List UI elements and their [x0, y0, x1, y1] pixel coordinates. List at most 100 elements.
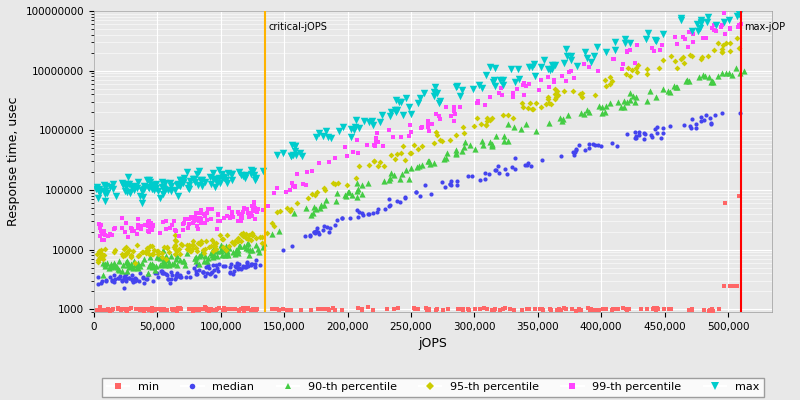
Point [116, 268, 129, 274]
Point [734, 21, 747, 27]
Point [356, 307, 369, 313]
Point [126, 226, 138, 232]
Point [208, 242, 221, 249]
Point [671, 41, 684, 47]
Point [489, 167, 502, 174]
Point [201, 307, 214, 313]
Point [700, 34, 713, 41]
Point [105, 278, 118, 284]
Point [702, 14, 714, 20]
Point [380, 306, 393, 312]
Point [418, 90, 430, 96]
Point [405, 165, 418, 172]
Point [505, 66, 518, 72]
Point [633, 129, 646, 135]
Point [142, 218, 154, 225]
Point [518, 162, 531, 168]
Point [367, 157, 380, 164]
Point [534, 64, 547, 70]
Point [231, 234, 244, 241]
Point [133, 252, 146, 258]
Point [302, 195, 314, 201]
Point [566, 149, 579, 156]
Point [98, 252, 110, 258]
Point [174, 176, 186, 183]
Point [706, 25, 718, 31]
Point [235, 218, 248, 224]
Point [105, 261, 118, 268]
Point [427, 88, 440, 95]
Point [436, 306, 449, 313]
Point [170, 248, 183, 254]
Point [246, 306, 259, 312]
Point [174, 183, 186, 190]
Point [223, 243, 236, 249]
Point [559, 78, 572, 84]
Point [418, 182, 431, 188]
Point [204, 174, 217, 180]
Point [248, 264, 261, 270]
Point [482, 170, 495, 177]
Point [335, 215, 348, 221]
Point [186, 242, 199, 248]
Point [122, 275, 135, 281]
Point [284, 206, 297, 213]
Point [628, 99, 641, 105]
Point [230, 264, 242, 270]
Point [207, 243, 220, 249]
Point [169, 237, 182, 243]
Point [258, 240, 270, 246]
Point [374, 159, 386, 166]
Point [109, 193, 122, 200]
Point [105, 264, 118, 271]
Point [225, 306, 238, 312]
Point [568, 75, 581, 81]
Point [624, 90, 637, 96]
Point [112, 305, 125, 312]
Point [143, 306, 156, 312]
Point [656, 42, 669, 49]
Point [164, 225, 177, 231]
Point [428, 140, 441, 146]
Point [378, 162, 390, 169]
Point [218, 215, 231, 222]
Point [246, 260, 258, 267]
Point [553, 305, 566, 312]
Point [616, 61, 629, 68]
Point [462, 173, 474, 179]
Point [447, 108, 460, 114]
Point [158, 180, 171, 186]
Point [161, 275, 174, 282]
Point [174, 305, 186, 311]
Point [165, 276, 178, 282]
Point [124, 261, 137, 267]
Point [349, 174, 362, 181]
Point [134, 307, 146, 313]
Point [116, 276, 129, 283]
Point [597, 306, 610, 312]
Point [221, 232, 234, 238]
Point [129, 274, 142, 281]
Point [146, 305, 158, 311]
Point [238, 264, 251, 270]
Point [730, 282, 743, 289]
Point [351, 214, 364, 220]
Point [396, 171, 409, 178]
Point [226, 270, 239, 277]
Point [339, 143, 352, 150]
Point [135, 248, 148, 255]
Point [615, 66, 628, 72]
Point [376, 142, 389, 149]
Point [522, 64, 535, 70]
Point [150, 270, 163, 276]
Point [700, 112, 713, 118]
Point [119, 306, 132, 312]
Point [122, 181, 135, 187]
Point [224, 270, 237, 276]
Point [403, 150, 416, 156]
Point [456, 306, 469, 312]
Point [544, 306, 557, 312]
Point [100, 190, 113, 197]
Point [138, 222, 151, 228]
Point [516, 100, 529, 106]
